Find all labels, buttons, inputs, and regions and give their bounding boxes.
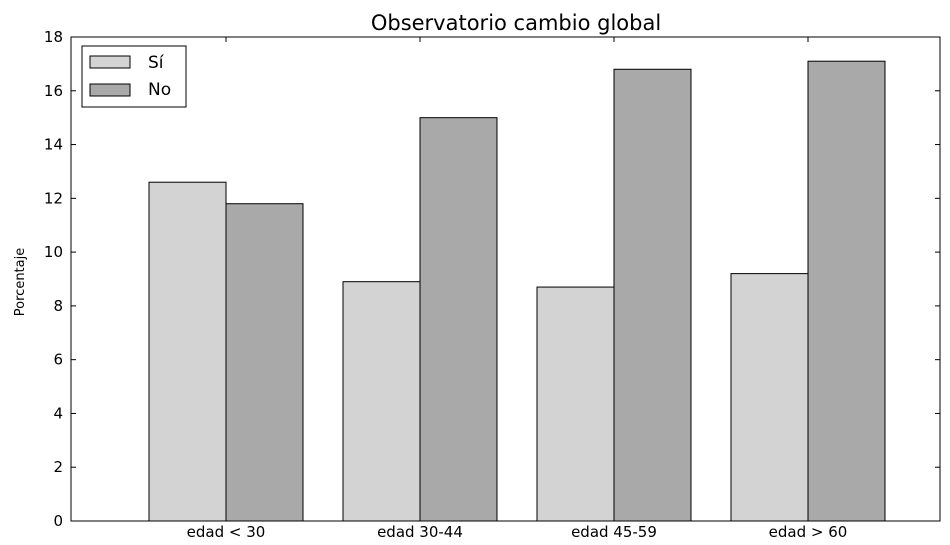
bars-layer [148, 60, 886, 522]
bar-no-1 [419, 117, 498, 522]
bar-no-2 [613, 68, 692, 522]
bar-no-0 [225, 203, 304, 522]
y-tick-label-9: 18 [44, 28, 63, 46]
y-tick-label-1: 2 [53, 458, 63, 476]
legend-label-si: Sí [148, 53, 165, 73]
legend-swatch-si [89, 55, 131, 69]
bar-si-0 [148, 181, 227, 522]
plot-frame [70, 36, 941, 522]
y-tick-label-0: 0 [53, 512, 63, 530]
legend-label-no: No [148, 80, 171, 100]
ticks-layer: edad < 30 edad 30-44 edad 45-59 edad > 60 0 2… [44, 28, 940, 541]
y-axis-label: Porcentaje [13, 248, 28, 316]
legend: Sí No [81, 45, 187, 108]
bar-no-3 [807, 60, 886, 522]
chart-title: Observatorio cambio global [371, 11, 661, 35]
x-tick-label-0: edad < 30 [187, 523, 266, 541]
x-tick-label-3: edad > 60 [769, 523, 848, 541]
y-tick-label-6: 12 [44, 189, 63, 207]
y-tick-label-2: 4 [53, 404, 63, 422]
y-tick-label-3: 6 [53, 351, 63, 369]
legend-swatch-no [89, 83, 131, 97]
y-tick-label-8: 16 [44, 82, 63, 100]
bar-si-2 [536, 286, 615, 522]
x-tick-label-1: edad 30-44 [377, 523, 463, 541]
y-tick-label-5: 10 [44, 243, 63, 261]
bar-si-3 [730, 273, 809, 522]
bar-si-1 [342, 281, 421, 522]
y-tick-label-7: 14 [44, 136, 63, 154]
x-tick-label-2: edad 45-59 [571, 523, 657, 541]
y-tick-label-4: 8 [53, 297, 63, 315]
